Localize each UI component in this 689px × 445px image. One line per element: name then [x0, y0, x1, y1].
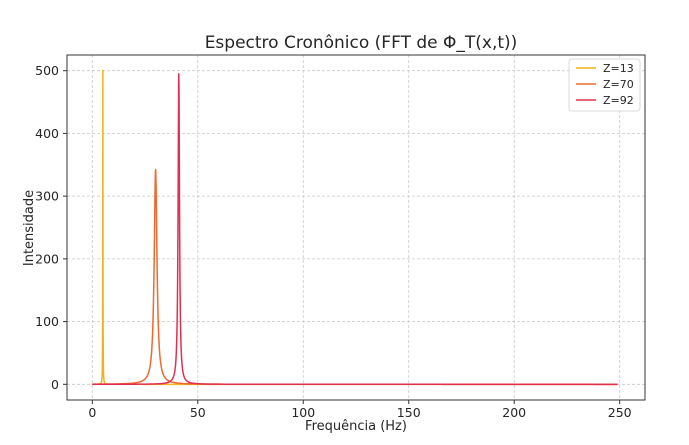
x-tick-label: 150 — [397, 405, 421, 420]
grid — [67, 55, 645, 400]
chart-title: Espectro Cronônico (FFT de Φ_T(x,t)) — [205, 33, 518, 53]
x-tick-label: 100 — [291, 405, 315, 420]
plot-frame — [66, 54, 646, 401]
y-tick-label: 0 — [51, 377, 59, 392]
y-tick-label: 100 — [35, 314, 59, 329]
legend: Z=13 Z=70 Z=92 — [568, 58, 641, 112]
y-tick-label: 400 — [35, 126, 59, 141]
x-axis-label: Frequência (Hz) — [305, 419, 407, 434]
axis-ticks: 0 50 100 150 200 250 0 100 200 300 400 500 — [35, 63, 632, 420]
x-tick-label: 0 — [88, 405, 96, 420]
x-tick-label: 200 — [502, 405, 526, 420]
y-tick-label: 500 — [35, 63, 59, 78]
y-axis-label: Intensidade — [22, 190, 37, 266]
series-layer — [91, 69, 619, 386]
series-line — [91, 169, 619, 386]
x-tick-label: 250 — [608, 405, 632, 420]
legend-entry: Z=13 — [603, 62, 634, 75]
legend-frame — [568, 58, 641, 112]
series-line — [91, 69, 619, 386]
series-line — [91, 73, 619, 386]
legend-entry: Z=92 — [603, 94, 634, 107]
y-tick-label: 200 — [35, 251, 59, 266]
x-tick-label: 50 — [190, 405, 206, 420]
y-tick-label: 300 — [35, 189, 59, 204]
legend-entry: Z=70 — [603, 78, 634, 91]
